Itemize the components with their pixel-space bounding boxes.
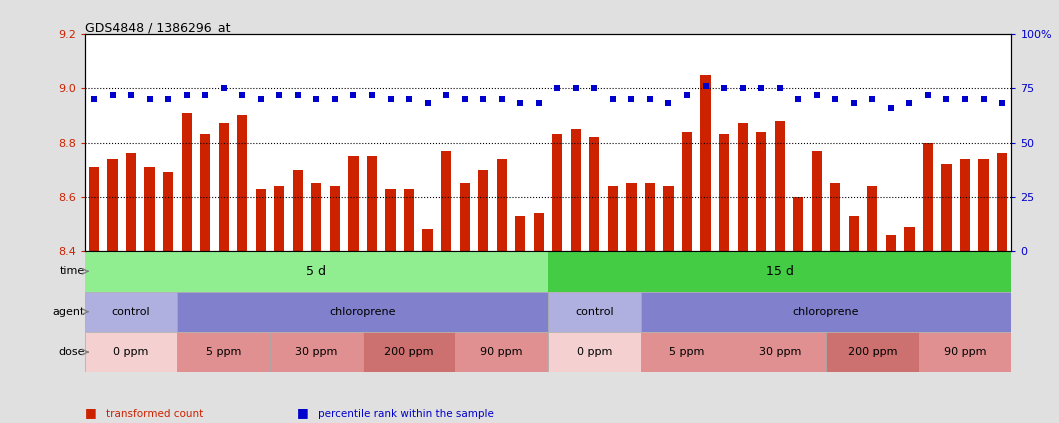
Text: 90 ppm: 90 ppm bbox=[481, 347, 523, 357]
Text: percentile rank within the sample: percentile rank within the sample bbox=[318, 409, 493, 419]
Bar bbox=[178, 291, 549, 332]
Bar bbox=[144, 167, 155, 251]
Text: 5 ppm: 5 ppm bbox=[669, 347, 704, 357]
Text: 5 ppm: 5 ppm bbox=[207, 347, 241, 357]
Text: control: control bbox=[575, 307, 613, 317]
Bar bbox=[255, 189, 266, 251]
Bar bbox=[589, 137, 599, 251]
Bar bbox=[423, 229, 433, 251]
Bar bbox=[534, 213, 544, 251]
Bar bbox=[107, 159, 118, 251]
Bar bbox=[867, 186, 878, 251]
Text: ■: ■ bbox=[297, 406, 308, 419]
Text: control: control bbox=[112, 307, 150, 317]
Bar bbox=[904, 227, 915, 251]
Text: GDS4848 / 1386296_at: GDS4848 / 1386296_at bbox=[85, 21, 230, 34]
Bar bbox=[89, 167, 100, 251]
Bar bbox=[515, 216, 525, 251]
Bar bbox=[455, 332, 549, 372]
Bar bbox=[959, 159, 970, 251]
Bar bbox=[366, 156, 377, 251]
Text: 30 ppm: 30 ppm bbox=[758, 347, 801, 357]
Bar bbox=[497, 159, 507, 251]
Bar bbox=[997, 154, 1007, 251]
Bar bbox=[329, 186, 340, 251]
Bar bbox=[549, 251, 1011, 291]
Bar bbox=[774, 121, 785, 251]
Bar bbox=[826, 332, 919, 372]
Bar bbox=[403, 189, 414, 251]
Bar bbox=[919, 332, 1011, 372]
Bar bbox=[163, 173, 174, 251]
Bar bbox=[478, 170, 488, 251]
Bar bbox=[571, 129, 581, 251]
Text: dose: dose bbox=[58, 347, 85, 357]
Bar bbox=[385, 189, 396, 251]
Text: 15 d: 15 d bbox=[766, 265, 793, 278]
Bar bbox=[270, 332, 362, 372]
Bar bbox=[830, 183, 841, 251]
Bar bbox=[793, 197, 804, 251]
Text: chloroprene: chloroprene bbox=[329, 307, 396, 317]
Bar bbox=[645, 183, 656, 251]
Bar bbox=[885, 235, 896, 251]
Bar bbox=[441, 151, 451, 251]
Bar bbox=[126, 154, 137, 251]
Bar bbox=[719, 135, 730, 251]
Bar bbox=[85, 332, 178, 372]
Bar bbox=[292, 170, 303, 251]
Bar bbox=[737, 124, 748, 251]
Bar bbox=[641, 332, 734, 372]
Bar bbox=[85, 251, 549, 291]
Bar bbox=[922, 143, 933, 251]
Bar bbox=[178, 332, 270, 372]
Text: 200 ppm: 200 ppm bbox=[847, 347, 897, 357]
Text: time: time bbox=[59, 266, 85, 276]
Bar bbox=[549, 291, 641, 332]
Bar bbox=[218, 124, 229, 251]
Bar bbox=[274, 186, 285, 251]
Text: ■: ■ bbox=[85, 406, 96, 419]
Bar bbox=[348, 156, 359, 251]
Text: 90 ppm: 90 ppm bbox=[944, 347, 986, 357]
Bar bbox=[552, 135, 562, 251]
Text: 30 ppm: 30 ppm bbox=[295, 347, 338, 357]
Bar bbox=[311, 183, 322, 251]
Bar bbox=[733, 332, 826, 372]
Text: agent: agent bbox=[52, 307, 85, 317]
Bar bbox=[237, 115, 248, 251]
Text: 5 d: 5 d bbox=[306, 265, 326, 278]
Bar bbox=[181, 113, 192, 251]
Bar bbox=[700, 74, 711, 251]
Bar bbox=[460, 183, 470, 251]
Bar bbox=[641, 291, 1011, 332]
Bar bbox=[941, 164, 952, 251]
Text: transformed count: transformed count bbox=[106, 409, 203, 419]
Text: 200 ppm: 200 ppm bbox=[384, 347, 434, 357]
Bar bbox=[756, 132, 767, 251]
Text: 0 ppm: 0 ppm bbox=[577, 347, 612, 357]
Bar bbox=[362, 332, 455, 372]
Bar bbox=[85, 291, 178, 332]
Bar bbox=[200, 135, 211, 251]
Bar bbox=[811, 151, 822, 251]
Bar bbox=[626, 183, 636, 251]
Bar bbox=[608, 186, 618, 251]
Text: 0 ppm: 0 ppm bbox=[113, 347, 148, 357]
Bar bbox=[663, 186, 674, 251]
Bar bbox=[549, 332, 641, 372]
Text: chloroprene: chloroprene bbox=[793, 307, 859, 317]
Bar bbox=[848, 216, 859, 251]
Bar bbox=[979, 159, 989, 251]
Bar bbox=[682, 132, 693, 251]
